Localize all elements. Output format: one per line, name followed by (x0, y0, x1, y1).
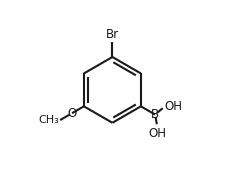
Text: CH₃: CH₃ (38, 115, 59, 125)
Text: B: B (150, 108, 158, 121)
Text: OH: OH (164, 100, 182, 113)
Text: O: O (67, 107, 76, 120)
Text: Br: Br (105, 28, 118, 41)
Text: OH: OH (148, 127, 166, 140)
